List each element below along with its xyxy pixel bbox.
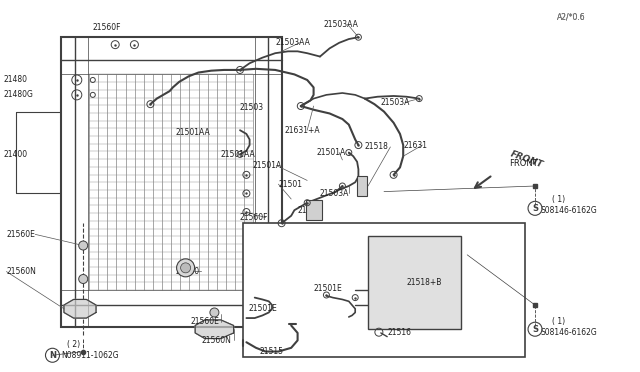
Text: 21501AA: 21501AA bbox=[221, 150, 255, 159]
Text: 21515: 21515 bbox=[259, 347, 284, 356]
Text: 21631: 21631 bbox=[403, 141, 428, 150]
Text: ( 2): ( 2) bbox=[67, 340, 81, 349]
Text: A2/*0.6: A2/*0.6 bbox=[557, 12, 586, 21]
Text: 21501E: 21501E bbox=[248, 304, 277, 313]
Text: 21503A: 21503A bbox=[381, 98, 410, 107]
Text: 21560F: 21560F bbox=[93, 23, 122, 32]
Text: 21503AA: 21503AA bbox=[275, 38, 310, 47]
Text: ( 1): ( 1) bbox=[552, 195, 565, 203]
Text: FRONT: FRONT bbox=[509, 159, 538, 168]
Text: 21518+B: 21518+B bbox=[406, 278, 442, 287]
Circle shape bbox=[180, 263, 191, 273]
Bar bbox=[368, 236, 461, 329]
Circle shape bbox=[79, 275, 88, 283]
Polygon shape bbox=[64, 299, 96, 318]
Text: N08911-1062G: N08911-1062G bbox=[61, 351, 118, 360]
Text: 21510: 21510 bbox=[298, 206, 322, 215]
Text: 21516: 21516 bbox=[387, 328, 412, 337]
Text: N: N bbox=[49, 351, 56, 360]
Bar bbox=[243, 223, 525, 357]
Text: 21501E: 21501E bbox=[314, 284, 342, 293]
Text: 21501AA: 21501AA bbox=[176, 128, 211, 137]
Text: 21560E: 21560E bbox=[6, 230, 35, 239]
Text: 21560F: 21560F bbox=[240, 213, 269, 222]
Text: 21631+A: 21631+A bbox=[285, 126, 321, 135]
Text: 21560E: 21560E bbox=[191, 317, 220, 326]
Bar bbox=[356, 176, 367, 196]
Bar bbox=[61, 37, 282, 327]
Circle shape bbox=[79, 241, 88, 250]
Circle shape bbox=[210, 308, 219, 317]
Text: S: S bbox=[532, 204, 538, 213]
Circle shape bbox=[177, 259, 195, 277]
Text: 21480: 21480 bbox=[3, 76, 27, 84]
Text: 21430: 21430 bbox=[176, 267, 200, 276]
Text: 21560N: 21560N bbox=[202, 336, 232, 345]
Text: 21501: 21501 bbox=[278, 180, 302, 189]
Text: 21503: 21503 bbox=[240, 103, 264, 112]
Text: S: S bbox=[532, 325, 538, 334]
Text: FRONT: FRONT bbox=[509, 150, 544, 170]
Text: ( 1): ( 1) bbox=[552, 317, 565, 326]
Text: 21501A: 21501A bbox=[317, 148, 346, 157]
Text: A2/*0.6: A2/*0.6 bbox=[557, 12, 586, 21]
Text: 21480G: 21480G bbox=[3, 90, 33, 99]
Text: 21501A: 21501A bbox=[253, 161, 282, 170]
Text: 21400: 21400 bbox=[3, 150, 28, 159]
Text: 21503A: 21503A bbox=[320, 189, 349, 198]
Text: 21503AA: 21503AA bbox=[323, 20, 358, 29]
Text: S08146-6162G: S08146-6162G bbox=[541, 328, 598, 337]
Text: 21518: 21518 bbox=[365, 142, 388, 151]
Text: S08146-6162G: S08146-6162G bbox=[541, 206, 598, 215]
Bar bbox=[306, 200, 322, 220]
Polygon shape bbox=[195, 320, 234, 339]
Text: 21560N: 21560N bbox=[6, 267, 36, 276]
